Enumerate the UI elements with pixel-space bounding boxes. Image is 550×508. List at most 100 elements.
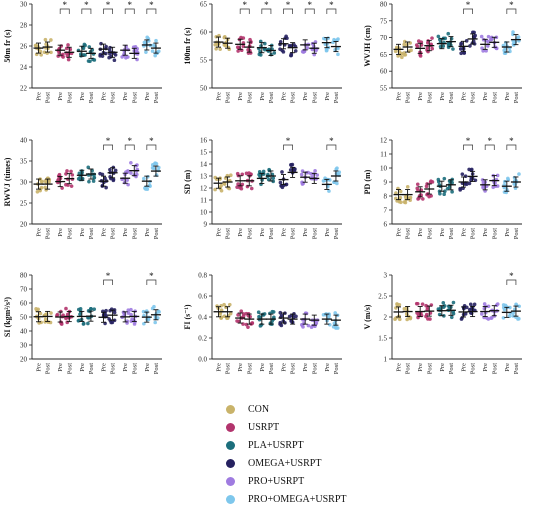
significance-bracket	[103, 279, 113, 285]
y-tick-label: 20	[20, 356, 28, 364]
data-point	[325, 48, 329, 53]
legend-label: USRPT	[248, 421, 280, 433]
data-point	[272, 51, 277, 55]
x-tick-label: Pre	[482, 228, 489, 237]
data-point	[336, 52, 340, 57]
x-tick-label: Pre	[216, 228, 223, 237]
data-point	[227, 302, 232, 307]
x-tick-label: Post	[45, 228, 52, 239]
data-point	[239, 186, 244, 191]
x-tick-label: Pre	[79, 228, 86, 237]
data-point	[403, 194, 408, 199]
data-point	[284, 182, 289, 187]
data-point	[449, 315, 454, 320]
data-point	[402, 200, 407, 204]
x-tick-label: Post	[268, 363, 275, 374]
legend-swatch	[226, 458, 235, 468]
significance-bracket	[283, 144, 293, 150]
x-tick-label: Post	[470, 228, 477, 239]
data-point	[240, 182, 245, 187]
data-point	[65, 320, 70, 325]
x-tick-label: Post	[470, 363, 477, 374]
x-tick-label: Post	[290, 363, 297, 374]
y-axis-title: SI (kgm²/s³)	[3, 297, 12, 337]
significance-bracket	[81, 8, 92, 14]
data-point	[154, 161, 159, 166]
data-point	[442, 176, 447, 181]
data-point	[429, 194, 433, 198]
y-tick-label: 15	[200, 149, 208, 157]
data-point	[321, 313, 326, 317]
significance-star: *	[466, 0, 471, 10]
data-point	[244, 322, 249, 327]
x-tick-label: Post	[131, 228, 138, 239]
data-point	[78, 307, 83, 311]
data-point	[142, 40, 147, 45]
data-point	[451, 300, 456, 305]
data-point	[270, 309, 275, 314]
data-point	[333, 311, 338, 315]
data-point	[271, 176, 276, 180]
data-point	[65, 312, 70, 317]
y-tick-label: 40	[20, 137, 28, 145]
significance-star: *	[466, 136, 471, 146]
significance-star: *	[127, 0, 132, 10]
data-point	[122, 180, 127, 185]
data-point	[517, 304, 521, 309]
data-point	[442, 192, 446, 197]
data-point	[495, 173, 500, 178]
y-tick-label: 28	[20, 22, 28, 30]
x-tick-label: Post	[448, 92, 455, 103]
y-tick-label: 80	[380, 1, 388, 9]
data-point	[44, 42, 48, 47]
data-point	[321, 179, 326, 183]
data-point	[503, 303, 508, 308]
y-tick-label: 35	[20, 158, 28, 166]
data-point	[485, 44, 490, 48]
data-point	[107, 48, 112, 53]
data-point	[506, 176, 510, 181]
data-point	[245, 184, 250, 189]
data-point	[402, 39, 407, 44]
x-tick-label: Pre	[57, 228, 64, 237]
data-point	[480, 312, 484, 316]
x-tick-label: Post	[333, 92, 340, 103]
x-tick-label: Post	[110, 228, 117, 239]
x-tick-label: Pre	[101, 363, 108, 372]
x-tick-label: Pre	[57, 92, 64, 101]
significance-bracket	[326, 8, 337, 14]
data-point	[109, 320, 114, 325]
x-tick-label: Post	[246, 228, 253, 239]
x-tick-label: Post	[246, 363, 253, 374]
data-point	[236, 49, 240, 53]
data-point	[408, 198, 412, 202]
significance-bracket	[463, 144, 473, 150]
y-tick-label: 30	[20, 179, 28, 187]
data-point	[405, 185, 410, 189]
data-point	[299, 172, 304, 177]
x-tick-label: Post	[405, 363, 412, 374]
data-point	[458, 47, 463, 51]
data-point	[405, 317, 409, 322]
y-tick-label: 12	[200, 185, 208, 193]
data-point	[35, 189, 40, 194]
significance-star: *	[106, 136, 111, 146]
significance-star: *	[264, 0, 269, 10]
significance-bracket	[103, 8, 113, 14]
data-point	[289, 163, 294, 167]
data-point	[397, 317, 402, 322]
data-point	[436, 34, 441, 39]
data-point	[482, 302, 487, 306]
data-point	[121, 310, 126, 315]
data-point	[486, 34, 491, 39]
x-tick-label: Post	[405, 92, 412, 103]
data-point	[38, 49, 43, 54]
data-point	[108, 167, 112, 172]
x-tick-label: Post	[88, 228, 95, 239]
data-point	[441, 44, 446, 48]
x-tick-label: Post	[131, 92, 138, 103]
data-point	[501, 316, 506, 320]
